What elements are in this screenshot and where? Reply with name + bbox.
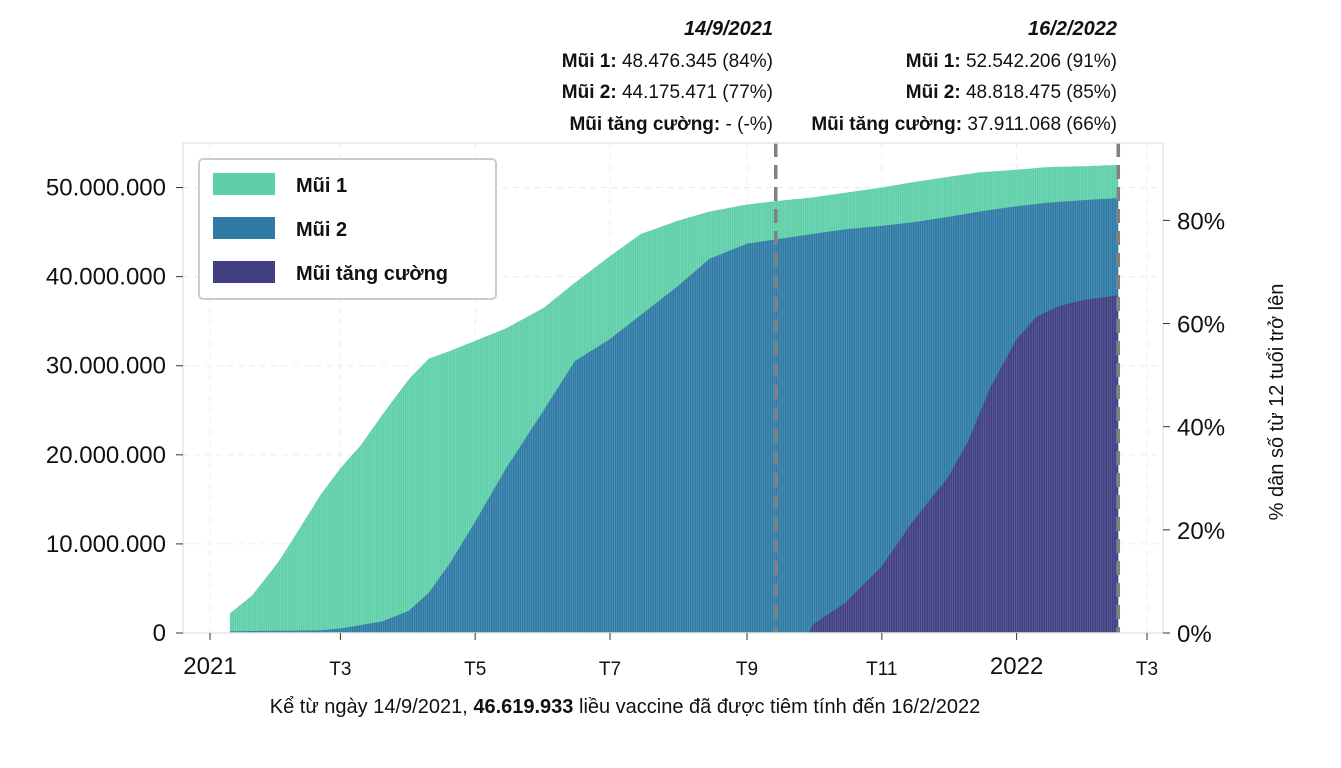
annotation-line: Mũi 1: 48.476.345 (84%) <box>561 50 773 72</box>
annotation-feb-2022: 16/2/2022 Mũi 1: 52.542.206 (91%) Mũi 2:… <box>811 14 1117 140</box>
legend-label: Mũi 1 <box>296 175 347 197</box>
annotation-line: Mũi 2: 44.175.471 (77%) <box>561 82 773 103</box>
x-axis: 2021 T3 T5 T7 T9 T11 2022 T3 <box>183 633 1158 680</box>
y-tick-label: 10.000.000 <box>46 531 166 558</box>
series-areas <box>229 164 1119 633</box>
annotation-sep-2021: 14/9/2021 Mũi 1: 48.476.345 (84%) Mũi 2:… <box>562 14 773 140</box>
series-mui-2-area <box>229 198 1119 633</box>
legend-label: Mũi 2 <box>296 219 347 241</box>
x-tick-label: T11 <box>866 659 897 680</box>
y-tick-label: 50.000.000 <box>46 175 166 202</box>
x-tick-label: T9 <box>736 659 758 680</box>
y-tick-label: 20.000.000 <box>46 442 166 469</box>
annotation-line: Mũi 2: 48.818.475 (85%) <box>905 82 1117 103</box>
y2-tick-label: 80% <box>1177 208 1225 235</box>
legend-swatch <box>213 173 275 195</box>
annotation-date: 16/2/2022 <box>1028 18 1117 40</box>
legend-swatch <box>213 217 275 239</box>
daily-bars <box>229 198 1119 633</box>
legend-swatch <box>213 261 275 283</box>
y2-tick-label: 60% <box>1177 312 1225 339</box>
annotation-date: 14/9/2021 <box>684 18 773 40</box>
annotation-line: Mũi tăng cường: - (-%) <box>569 113 773 135</box>
plot-frame <box>182 142 1164 634</box>
x-tick-label: 2021 <box>183 653 236 680</box>
annotation-line: Mũi 1: 52.542.206 (91%) <box>905 50 1117 72</box>
y-tick-label: 30.000.000 <box>46 353 166 380</box>
y-tick-label: 0 <box>153 620 166 647</box>
y-tick-label: 40.000.000 <box>46 264 166 291</box>
y2-axis-label: % dân số từ 12 tuổi trở lên <box>1266 284 1288 521</box>
x-tick-label: 2022 <box>990 653 1043 680</box>
y2-tick-label: 20% <box>1177 518 1225 545</box>
x-tick-label: T3 <box>1136 659 1158 680</box>
chart-caption: Kể từ ngày 14/9/2021, 46.619.933 liều va… <box>269 696 981 718</box>
x-tick-label: T3 <box>329 659 351 680</box>
x-tick-label: T7 <box>599 659 621 680</box>
x-tick-label: T5 <box>464 659 486 680</box>
y-axis-right: 0% 20% 40% 60% 80% <box>1163 208 1225 648</box>
y-axis-left: 0 10.000.000 20.000.000 30.000.000 40.000.00… <box>46 175 183 647</box>
annotation-lines <box>773 143 1121 633</box>
legend-label: Mũi tăng cường <box>296 263 448 285</box>
legend: Mũi 1 Mũi 2 Mũi tăng cường <box>198 158 497 300</box>
annotation-line: Mũi tăng cường: 37.911.068 (66%) <box>811 113 1117 135</box>
y2-tick-label: 0% <box>1177 621 1212 648</box>
series-booster-area <box>808 295 1119 633</box>
y2-tick-label: 40% <box>1177 415 1225 442</box>
